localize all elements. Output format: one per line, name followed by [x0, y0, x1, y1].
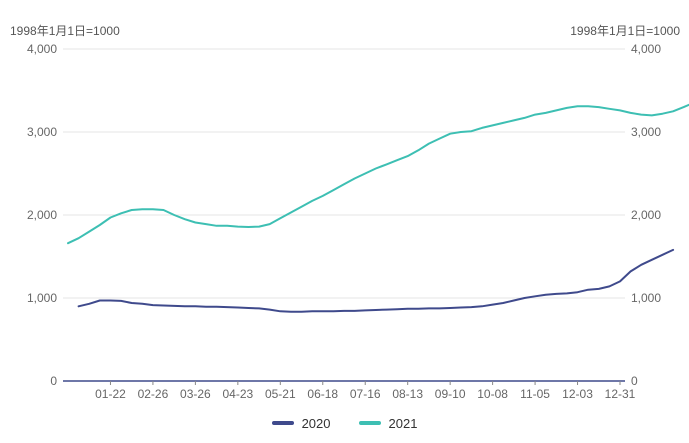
x-tick-label: 12-03	[562, 387, 593, 401]
x-tick-label: 12-31	[605, 387, 636, 401]
y-left-tick-label: 0	[50, 374, 57, 388]
y-left-tick-label: 1,000	[27, 291, 57, 305]
axis-layer: 0 1,000 2,000 3,000 4,000 0 1,000 2,000 3,000 4,0…	[27, 42, 661, 401]
x-tick-label: 06-18	[307, 387, 338, 401]
grid-layer	[63, 48, 625, 299]
legend-label-2021: 2021	[388, 415, 418, 431]
y-right-tick-label: 4,000	[631, 42, 661, 56]
y-left-tick-label: 4,000	[27, 42, 57, 56]
series-layer	[67, 103, 689, 313]
x-tick-label: 11-05	[520, 387, 550, 401]
y-right-tick-label: 3,000	[631, 125, 661, 139]
right-axis-unit-label: 1998年1月1日=1000	[570, 24, 680, 38]
x-tick-label: 08-13	[392, 387, 423, 401]
y-right-tick-label: 2,000	[631, 208, 661, 222]
x-tick-label: 10-08	[477, 387, 508, 401]
x-tick-label: 04-23	[222, 387, 253, 401]
y-right-tick-label: 1,000	[631, 291, 661, 305]
x-tick-label: 05-21	[265, 387, 296, 401]
y-right-tick-label: 0	[631, 374, 638, 388]
legend-label-2020: 2020	[301, 415, 331, 431]
x-tick-label: 03-26	[180, 387, 211, 401]
left-axis-unit-label: 1998年1月1日=1000	[10, 24, 120, 38]
series-line-2020	[77, 248, 675, 313]
x-tick-label: 09-10	[435, 387, 466, 401]
chart-legend: 2020 2021	[0, 412, 689, 434]
x-tick-label: 01-22	[95, 387, 126, 401]
series-line-2021	[67, 103, 689, 245]
y-left-tick-label: 3,000	[27, 125, 57, 139]
legend-swatch-2020	[271, 421, 294, 425]
x-tick-label: 07-16	[350, 387, 381, 401]
legend-item-2021[interactable]: 2021	[358, 415, 418, 431]
legend-item-2020[interactable]: 2020	[271, 415, 331, 431]
y-left-tick-label: 2,000	[27, 208, 57, 222]
x-tick-label: 02-26	[138, 387, 169, 401]
legend-swatch-2021	[358, 421, 381, 425]
